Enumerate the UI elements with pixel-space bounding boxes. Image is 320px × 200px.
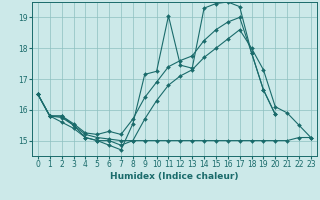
- X-axis label: Humidex (Indice chaleur): Humidex (Indice chaleur): [110, 172, 239, 181]
